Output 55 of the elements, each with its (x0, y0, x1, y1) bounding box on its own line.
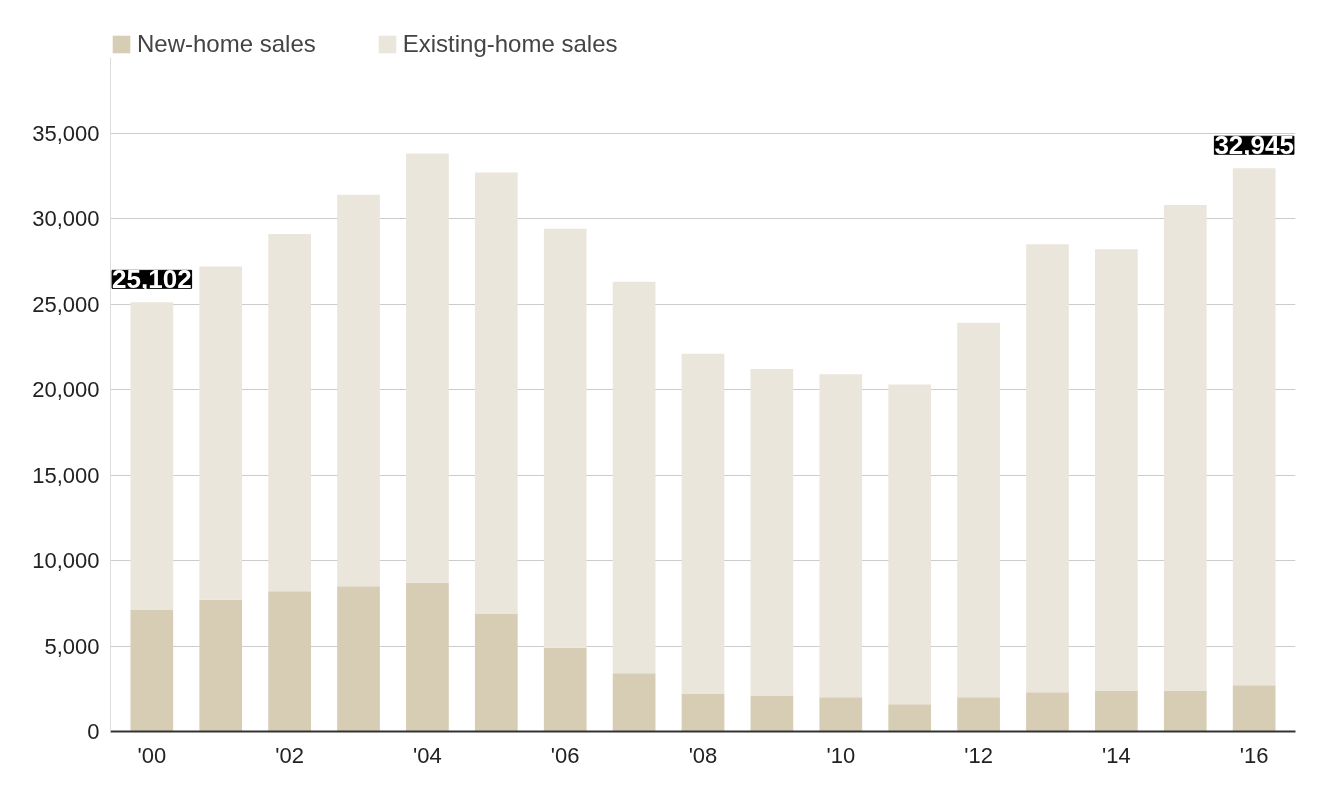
y-tick-label: 30,000 (32, 206, 100, 232)
bar (268, 591, 311, 732)
x-tick-label: '10 (826, 742, 856, 768)
annotation: 32,945 (1214, 130, 1294, 161)
bar (199, 266, 243, 600)
x-tick-label: '02 (275, 742, 304, 768)
x-tick-label: '04 (413, 742, 442, 768)
y-tick-label: 20,000 (32, 377, 100, 403)
bar (1163, 690, 1207, 732)
bar (199, 599, 243, 732)
bar (1232, 685, 1276, 732)
bar (612, 281, 656, 674)
bar (1095, 249, 1138, 691)
bar (681, 693, 725, 732)
bar (750, 695, 794, 732)
x-tick-label: '12 (964, 742, 993, 768)
y-tick-label: 15,000 (32, 462, 100, 488)
bar (1232, 168, 1276, 686)
bar (130, 302, 174, 611)
bar (1095, 690, 1138, 732)
x-tick-label: '06 (550, 742, 580, 768)
bar (612, 673, 656, 732)
bar (957, 697, 1000, 732)
y-tick-label: 10,000 (32, 548, 100, 574)
bar (474, 172, 518, 614)
bar (474, 613, 518, 732)
y-tick-label: 5,000 (44, 633, 100, 659)
bar (406, 582, 449, 732)
bar (337, 586, 380, 732)
legend-label: Existing-home sales (402, 30, 618, 58)
x-tick-label: '08 (688, 742, 718, 768)
bar (406, 153, 449, 583)
bar (819, 374, 863, 698)
bar (1163, 204, 1207, 691)
y-tick-label: 0 (87, 719, 100, 744)
annotation: 25,102 (112, 264, 192, 295)
bar (1026, 692, 1069, 732)
bar (681, 353, 725, 694)
legend-label: New-home sales (137, 30, 316, 58)
bar (337, 194, 380, 587)
bar (888, 384, 932, 705)
bar (819, 697, 863, 732)
x-tick-label: '14 (1102, 742, 1131, 768)
bar (543, 647, 587, 732)
y-tick-label: 25,000 (32, 291, 100, 317)
bar (750, 369, 794, 696)
bar (543, 228, 587, 648)
bar (268, 233, 311, 592)
x-tick-label: '16 (1239, 742, 1269, 768)
bar (957, 322, 1000, 698)
bar (130, 610, 174, 732)
y-tick-label: 35,000 (32, 120, 100, 146)
bar (1026, 244, 1069, 693)
bar (888, 704, 932, 732)
x-tick-label: '00 (137, 742, 167, 768)
